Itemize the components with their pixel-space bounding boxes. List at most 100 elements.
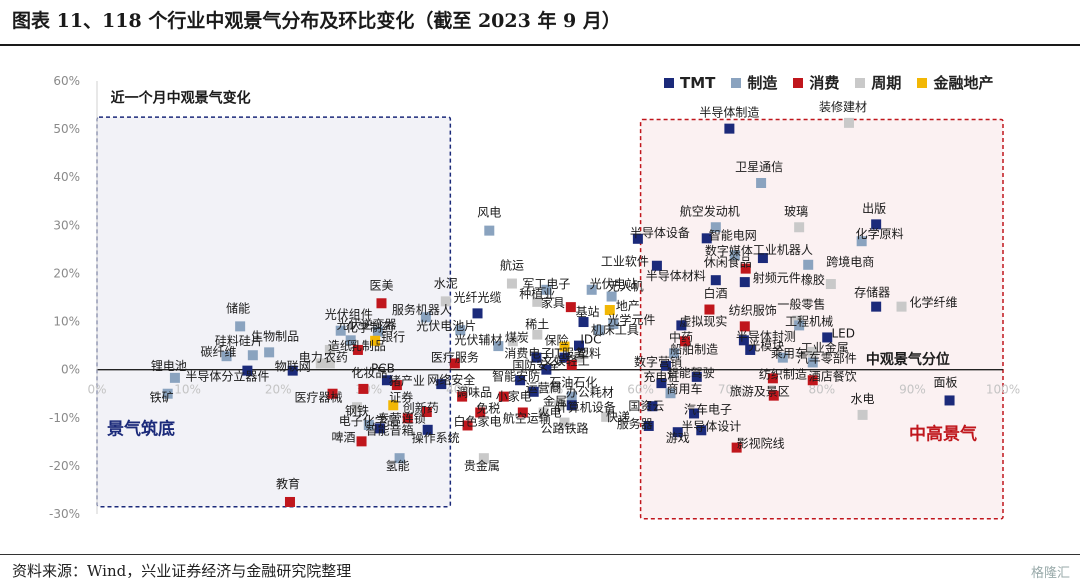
data-point	[701, 233, 712, 244]
data-label: 水泥	[434, 276, 458, 290]
data-point	[566, 391, 577, 402]
data-label: 纺织服饰	[729, 303, 777, 317]
data-point	[691, 371, 702, 382]
data-point	[647, 401, 658, 412]
data-point	[391, 380, 402, 391]
data-point	[381, 375, 392, 386]
data-label: 光伏电站	[590, 277, 638, 291]
data-point	[768, 390, 779, 401]
data-label: 工业机器人	[753, 243, 813, 257]
data-label: 半导体封测	[736, 329, 796, 343]
source-rule	[0, 554, 1080, 555]
data-label: 卫星通信	[735, 160, 783, 174]
data-point	[327, 388, 338, 399]
data-point	[507, 336, 518, 347]
data-point	[538, 407, 549, 418]
data-label: 石油石化	[549, 376, 597, 390]
data-point	[871, 219, 882, 230]
data-label: 中药	[669, 329, 693, 344]
data-label: 化妆品	[351, 366, 387, 380]
legend-label-manufacturing: 制造	[747, 74, 778, 92]
data-point	[756, 177, 767, 188]
data-label: 纺织制造	[759, 367, 807, 381]
data-point	[372, 326, 383, 337]
data-label: 专营连锁	[378, 410, 426, 425]
data-point	[740, 263, 751, 274]
data-point	[704, 304, 715, 315]
legend-label-consumer: 消费	[809, 74, 840, 92]
data-point	[739, 277, 750, 288]
data-label: 出版	[862, 201, 886, 215]
data-point	[578, 317, 589, 328]
data-point	[356, 436, 367, 447]
data-label: 网络安全	[427, 372, 475, 387]
data-label: 数字营销	[634, 354, 682, 369]
data-label: 化学制药	[346, 320, 394, 335]
data-point	[724, 123, 735, 134]
data-label: 旅游及景区	[730, 385, 790, 399]
data-label: 橡胶	[801, 272, 825, 287]
data-point	[896, 301, 907, 312]
x-tick-label: 20%	[265, 383, 292, 397]
data-label: 电子化学品	[339, 413, 399, 428]
data-label: 玻璃	[784, 204, 808, 218]
data-point	[363, 419, 374, 430]
data-label: 农药	[324, 350, 348, 364]
data-point	[352, 402, 363, 413]
data-label: 半导体设备	[630, 226, 690, 240]
data-point	[264, 347, 275, 358]
data-label: 文娱轻工	[542, 353, 590, 368]
data-point	[710, 275, 721, 286]
region-label: 中高景气	[909, 423, 977, 444]
data-point	[421, 407, 432, 418]
data-label: 工业软件	[601, 255, 649, 269]
legend-swatch-manufacturing	[731, 77, 742, 88]
data-label: IT服务	[551, 346, 586, 361]
data-point	[506, 278, 517, 289]
legend-item-cyclical: 周期	[855, 72, 901, 93]
source-note: 资料来源：Wind，兴业证券经济与金融研究院整理	[12, 562, 352, 580]
data-point	[565, 302, 576, 313]
data-label: 家具	[541, 295, 565, 310]
data-label: 一般零售	[777, 297, 825, 312]
data-point	[440, 296, 451, 307]
data-label: 造纸	[328, 339, 352, 353]
data-label: 教育	[276, 476, 300, 491]
data-point	[606, 291, 617, 302]
data-label: 酒店餐饮	[809, 368, 857, 383]
legend-swatch-tmt	[664, 77, 674, 88]
data-point	[559, 352, 570, 363]
y-tick-label: -10%	[49, 411, 80, 425]
data-label: 白酒	[703, 286, 727, 301]
data-point	[608, 318, 619, 329]
data-label: 机床工具	[591, 323, 639, 337]
data-label: 证券	[389, 389, 413, 404]
legend-label-tmt: TMT	[680, 73, 716, 92]
data-label: 火电	[538, 405, 562, 419]
y-tick-label: 30%	[53, 218, 80, 232]
data-point	[478, 453, 489, 464]
chart-legend: TMT 制造 消费 周期 金融地产	[664, 72, 993, 93]
data-point	[807, 357, 818, 368]
data-label: 工业金属	[801, 340, 849, 355]
data-label: 塑料	[577, 346, 601, 361]
data-point	[573, 352, 584, 363]
legend-item-manufacturing: 制造	[731, 72, 777, 93]
data-point	[284, 496, 295, 507]
data-label: 光学元件	[607, 312, 655, 327]
x-tick-label: 80%	[808, 383, 835, 397]
data-label: 商用车	[666, 381, 702, 396]
data-point	[672, 427, 683, 438]
data-point	[729, 250, 740, 261]
y-tick-label: 60%	[53, 74, 80, 88]
data-point	[436, 379, 447, 390]
data-point	[394, 453, 405, 464]
data-label: 数字媒体	[705, 243, 753, 258]
data-point	[738, 335, 749, 346]
data-point	[731, 442, 742, 453]
data-point	[822, 332, 833, 343]
data-point	[315, 358, 326, 369]
data-label: 地产	[616, 299, 640, 313]
data-point	[767, 373, 778, 384]
data-label: 氢能	[386, 458, 410, 473]
